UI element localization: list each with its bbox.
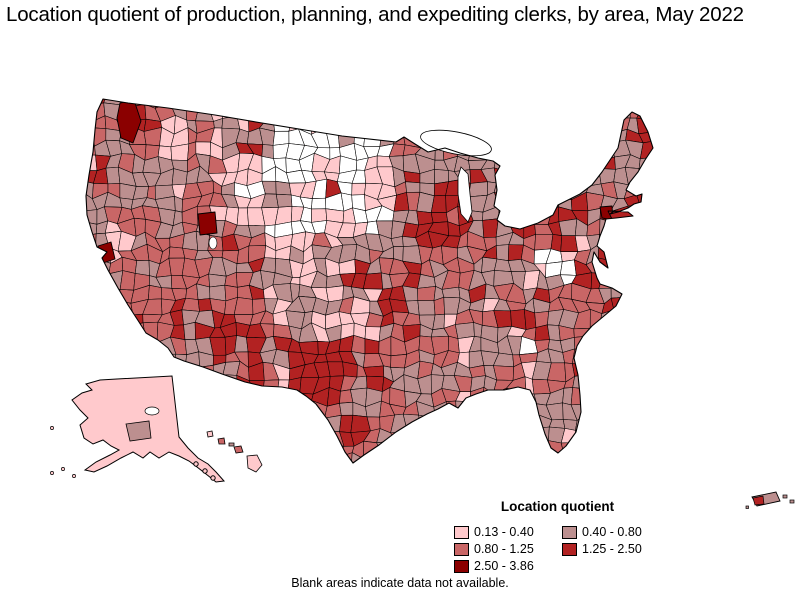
page-title: Location quotient of production, plannin… <box>6 3 744 26</box>
legend-swatch-icon <box>454 559 469 573</box>
legend-item-label: 0.80 - 1.25 <box>474 542 534 556</box>
legend-swatch-icon <box>454 525 469 539</box>
legend-swatch-icon <box>454 542 469 556</box>
legend-item: 1.25 - 2.50 <box>562 542 668 556</box>
legend-item-label: 0.13 - 0.40 <box>474 525 534 539</box>
legend-swatch-icon <box>562 542 577 556</box>
legend-title: Location quotient <box>500 499 615 514</box>
legend-grid: 0.13 - 0.40 0.40 - 0.80 0.80 - 1.25 1.25… <box>440 525 675 573</box>
legend-item: 0.80 - 1.25 <box>454 542 560 556</box>
legend-item-label: 0.40 - 0.80 <box>582 525 642 539</box>
legend-item: 0.13 - 0.40 <box>454 525 560 539</box>
legend-item-label: 1.25 - 2.50 <box>582 542 642 556</box>
footer-note: Blank areas indicate data not available. <box>291 576 509 590</box>
legend-item-label: 2.50 - 3.86 <box>474 559 534 573</box>
legend-item: 0.40 - 0.80 <box>562 525 668 539</box>
legend-item: 2.50 - 3.86 <box>454 559 560 573</box>
legend: Location quotient 0.13 - 0.40 0.40 - 0.8… <box>440 499 675 573</box>
legend-swatch-icon <box>562 525 577 539</box>
